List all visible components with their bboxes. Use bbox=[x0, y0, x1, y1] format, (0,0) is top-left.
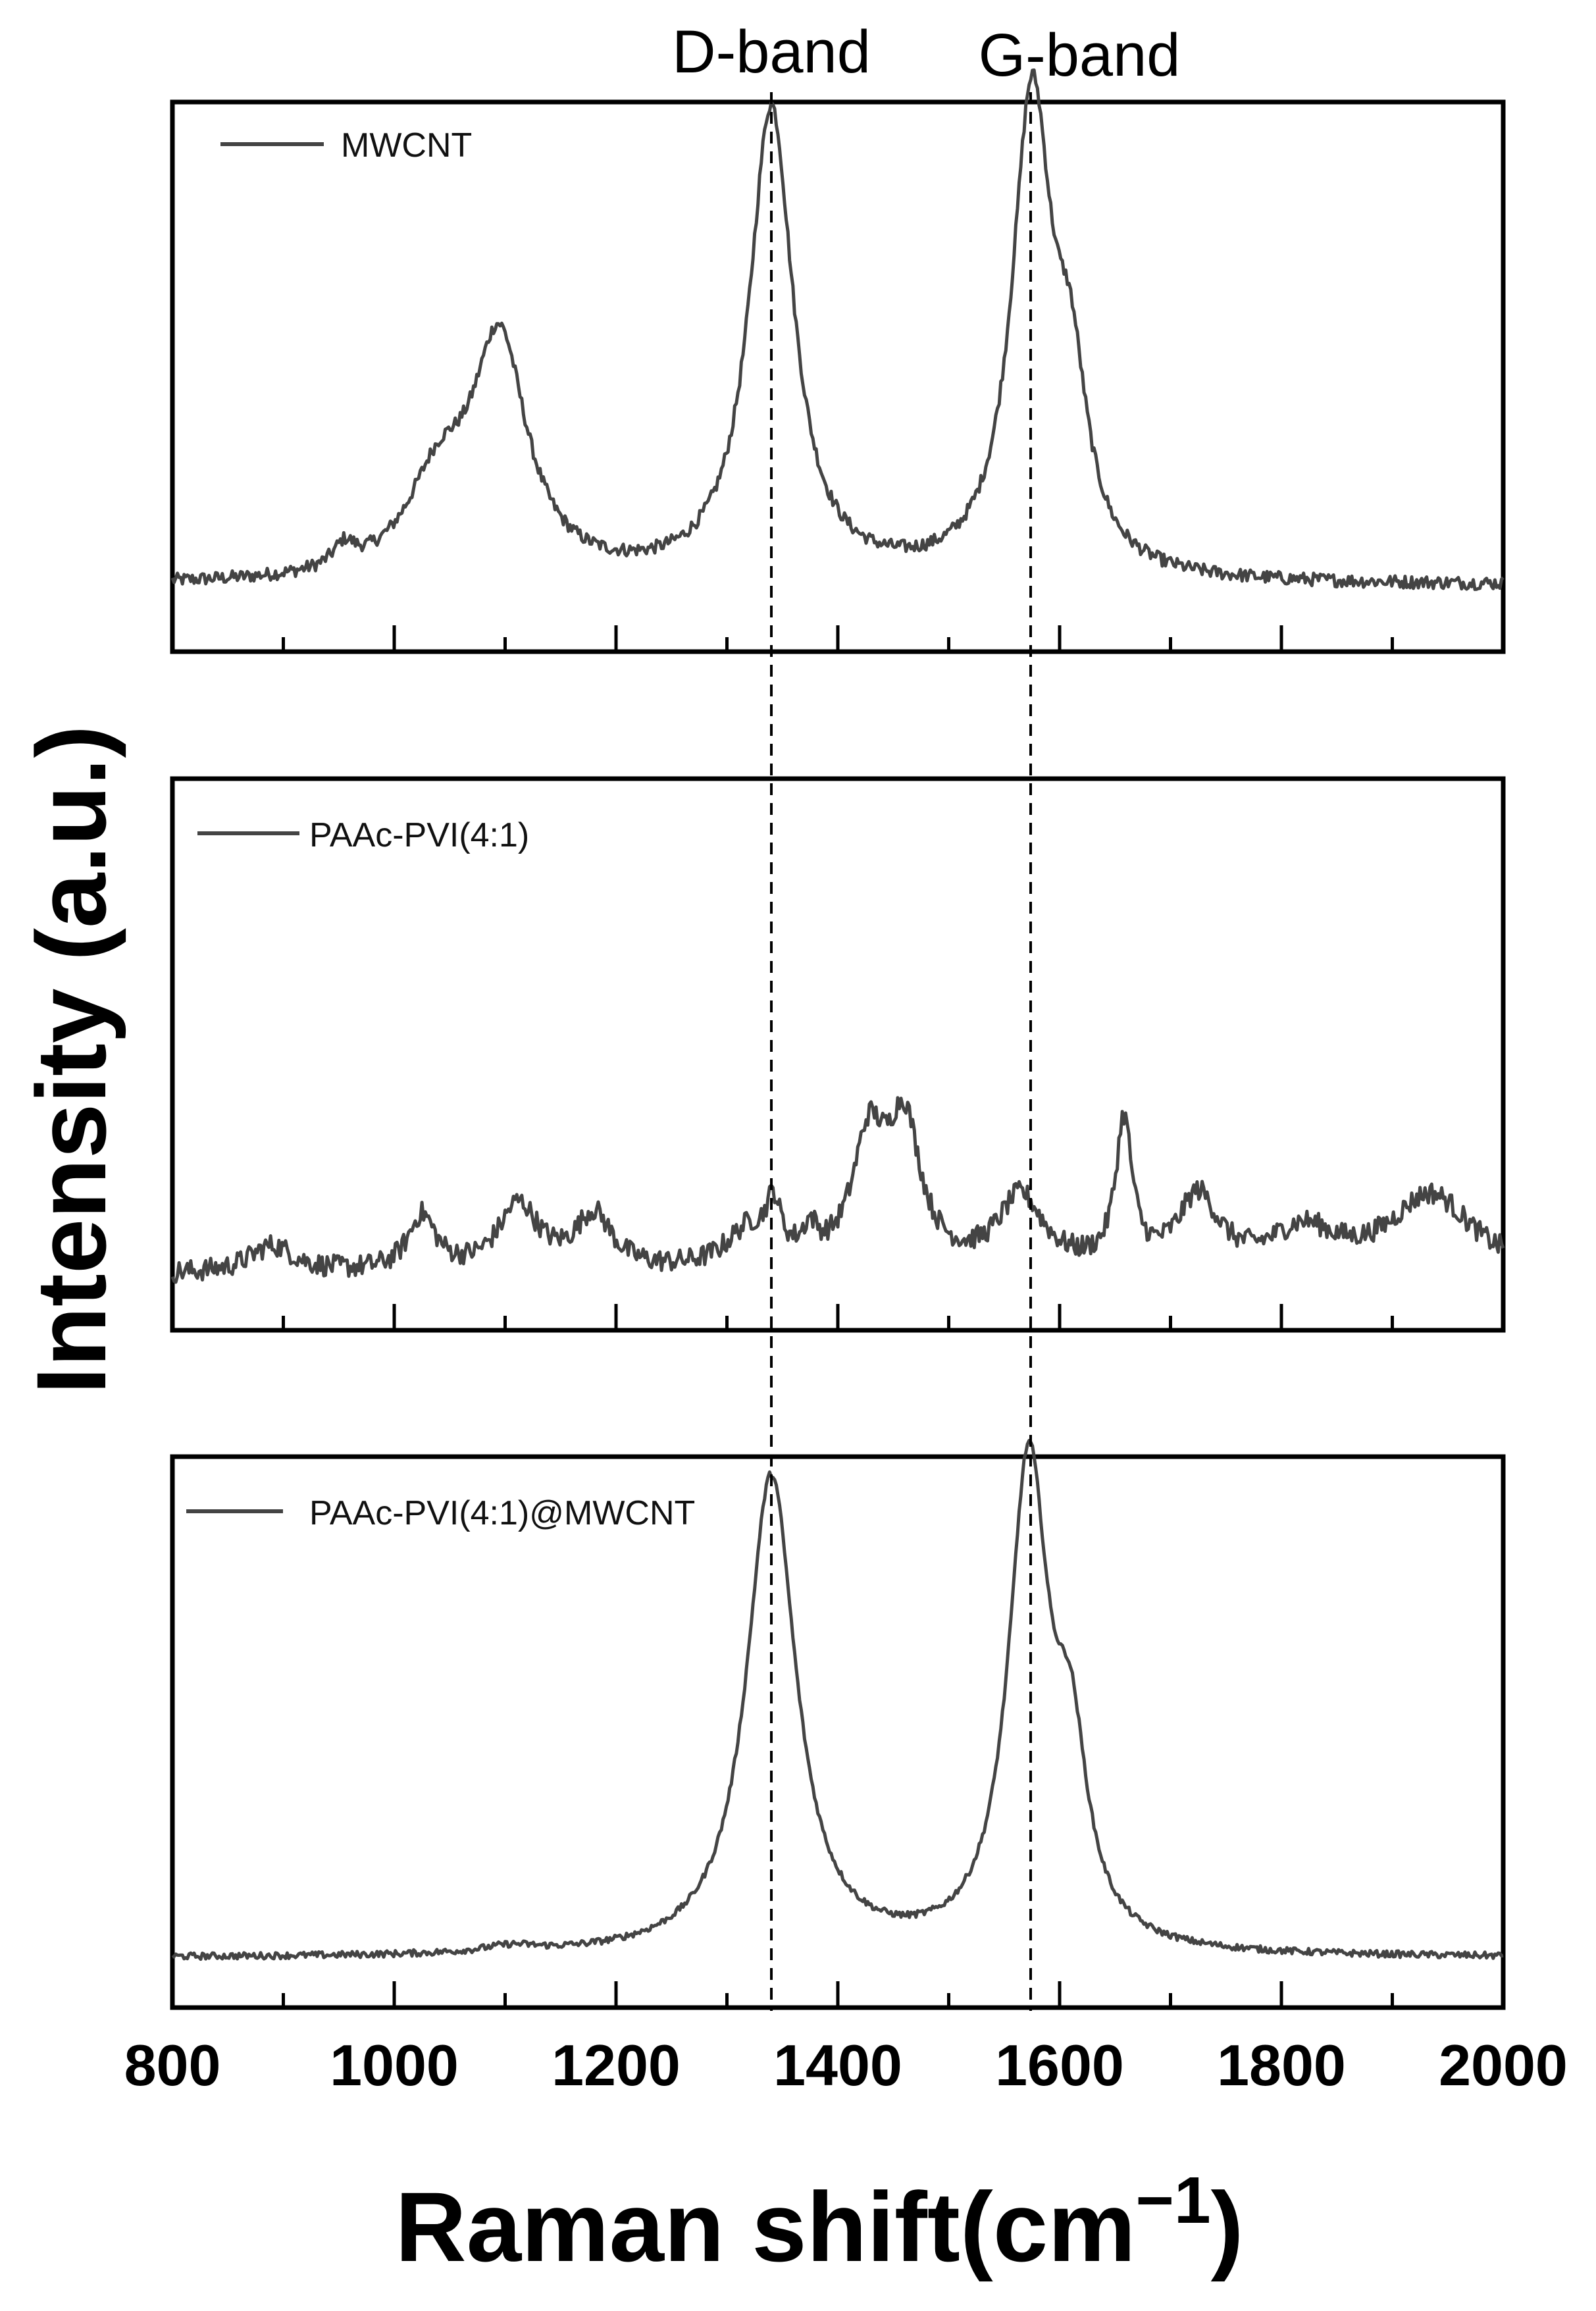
spectrum-line bbox=[170, 68, 1505, 591]
spectrum-line bbox=[171, 1439, 1504, 1961]
x-tick-label: 1200 bbox=[552, 2033, 681, 2098]
panel-frame bbox=[170, 1454, 1506, 2010]
x-ticks bbox=[170, 1981, 1505, 2008]
panel-paac-pvi-mwcnt: PAAc-PVI(4:1)@MWCNT bbox=[170, 1439, 1506, 2010]
x-axis-title-superscript: −1 bbox=[1136, 2164, 1211, 2237]
legend-label: PAAc-PVI(4:1) bbox=[309, 816, 529, 854]
panel-paac-pvi: PAAc-PVI(4:1) bbox=[170, 776, 1506, 1333]
x-tick-label: 2000 bbox=[1439, 2033, 1568, 2098]
x-tick-labels: 800 1000 1200 1400 1600 1800 2000 bbox=[124, 2033, 1568, 2098]
x-tick-label: 1000 bbox=[330, 2033, 459, 2098]
legend-label: PAAc-PVI(4:1)@MWCNT bbox=[309, 1494, 695, 1532]
panel-mwcnt: MWCNT bbox=[170, 68, 1506, 654]
x-axis-title-close: ) bbox=[1211, 2171, 1244, 2282]
x-axis-title-main: Raman shift(cm bbox=[395, 2171, 1135, 2282]
panel-frame bbox=[170, 776, 1506, 1333]
panel-frame bbox=[170, 99, 1506, 654]
legend-label: MWCNT bbox=[341, 126, 472, 165]
x-axis-title: Raman shift(cm−1) bbox=[395, 2164, 1243, 2282]
x-ticks bbox=[170, 1304, 1505, 1330]
g-band-label: G-band bbox=[979, 22, 1181, 89]
y-axis-title: Intensity (a.u.) bbox=[16, 725, 126, 1395]
x-tick-label: 800 bbox=[124, 2033, 221, 2098]
spectrum-line bbox=[170, 1096, 1505, 1284]
d-band-label: D-band bbox=[672, 18, 871, 86]
x-tick-label: 1400 bbox=[773, 2033, 902, 2098]
x-ticks bbox=[170, 625, 1505, 652]
x-tick-label: 1600 bbox=[995, 2033, 1124, 2098]
x-tick-label: 1800 bbox=[1217, 2033, 1346, 2098]
